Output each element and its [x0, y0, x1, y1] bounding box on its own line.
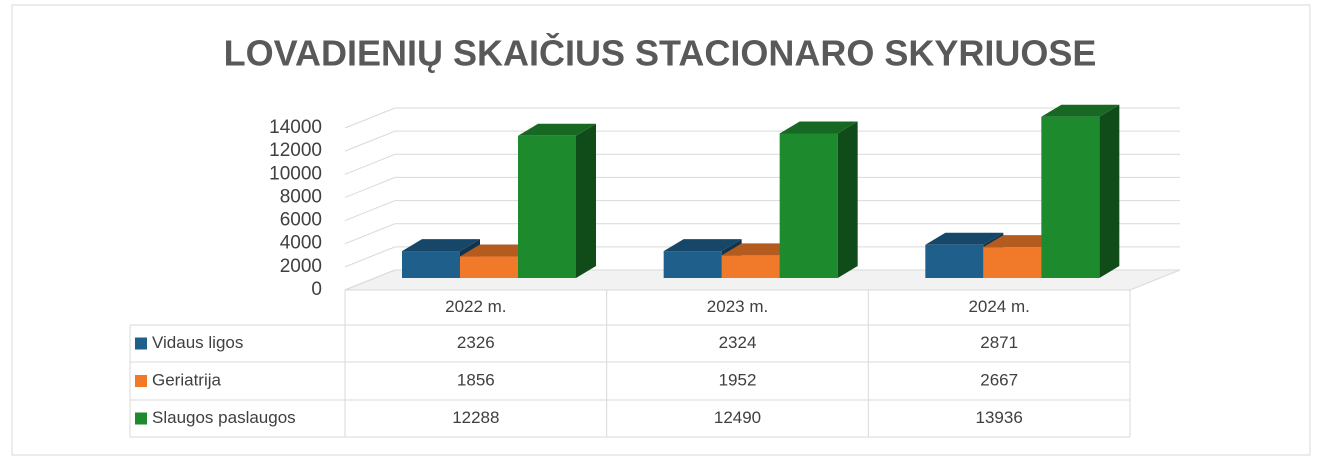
- grid-line: [344, 200, 1180, 222]
- bar: [721, 255, 780, 278]
- bar-top: [779, 121, 858, 134]
- legend-label: Geriatrija: [152, 370, 222, 389]
- y-tick-label: 0: [311, 279, 322, 300]
- x-tick-label: 2022 m.: [445, 297, 506, 316]
- bar-top: [663, 239, 742, 252]
- table-value: 2871: [980, 333, 1018, 352]
- y-tick-label: 4000: [280, 233, 322, 254]
- y-tick-label: 14000: [269, 117, 322, 138]
- bar: [402, 251, 460, 278]
- bar: [925, 244, 984, 278]
- table-value: 13936: [976, 408, 1023, 427]
- y-tick-label: 8000: [280, 186, 322, 207]
- y-tick-label: 12000: [269, 140, 322, 161]
- grid-line: [344, 176, 1180, 198]
- bar: [518, 135, 576, 278]
- table-value: 12490: [714, 408, 761, 427]
- grid-line: [344, 246, 1180, 268]
- bar-side: [576, 123, 596, 278]
- table-value: 2326: [457, 333, 495, 352]
- x-tick-label: 2024 m.: [968, 297, 1029, 316]
- bar-top: [925, 232, 1004, 245]
- bar-side: [1099, 104, 1120, 278]
- grid-line: [344, 223, 1180, 245]
- bar: [663, 251, 722, 278]
- table-value: 12288: [452, 408, 499, 427]
- legend-key: [135, 337, 147, 350]
- bar: [779, 133, 838, 278]
- bar: [983, 247, 1042, 278]
- bar: [1041, 116, 1100, 278]
- y-tick-label: 2000: [280, 256, 322, 277]
- grid-line: [344, 130, 1180, 152]
- y-tick-label: 10000: [269, 163, 322, 184]
- grid-line: [344, 269, 1180, 291]
- legend-label: Vidaus ligos: [152, 333, 243, 352]
- bar-side: [837, 121, 858, 278]
- y-tick-label: 6000: [280, 210, 322, 231]
- bar-top: [1041, 104, 1120, 117]
- legend-key: [135, 412, 147, 425]
- table-value: 2324: [719, 333, 757, 352]
- legend-label: Slaugos paslaugos: [152, 408, 296, 427]
- bar-top: [518, 123, 596, 136]
- chart-title: LOVADIENIŲ SKAIČIUS STACIONARO SKYRIUOSE: [224, 32, 1097, 74]
- x-tick-label: 2023 m.: [707, 297, 768, 316]
- table-value: 2667: [980, 370, 1018, 389]
- grid-line: [344, 107, 1180, 129]
- table-value: 1952: [719, 370, 757, 389]
- grid-line: [344, 153, 1180, 175]
- bar-top: [402, 239, 480, 252]
- bar: [460, 256, 518, 278]
- legend-key: [135, 375, 147, 387]
- table-value: 1856: [457, 370, 495, 389]
